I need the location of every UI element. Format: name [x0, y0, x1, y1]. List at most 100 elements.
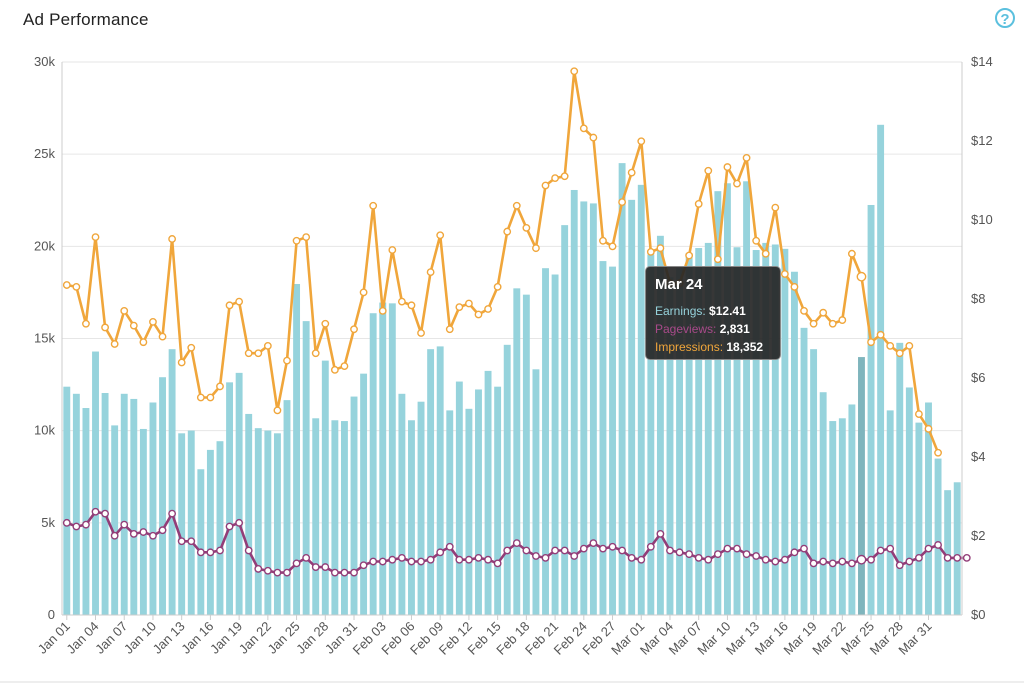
pageviews-line-point[interactable] — [905, 557, 914, 566]
pageviews-line-point[interactable] — [292, 559, 301, 568]
pageviews-line-point[interactable] — [273, 568, 282, 577]
earnings-bar[interactable] — [628, 199, 636, 616]
earnings-bar[interactable] — [455, 381, 463, 615]
pageviews-line-point[interactable] — [283, 568, 291, 577]
earnings-bar[interactable] — [714, 191, 722, 616]
pageviews-line-point[interactable] — [168, 509, 177, 518]
impressions-line-point[interactable] — [263, 341, 272, 350]
pageviews-line-point[interactable] — [962, 553, 971, 562]
earnings-bar[interactable] — [867, 204, 875, 616]
pageviews-line-point[interactable] — [158, 526, 167, 535]
pageviews-line-point[interactable] — [378, 557, 387, 566]
pageviews-line-point[interactable] — [742, 550, 751, 559]
earnings-bar[interactable] — [465, 408, 473, 615]
impressions-line-point[interactable] — [733, 179, 741, 188]
help-icon[interactable]: ? — [995, 8, 1015, 28]
earnings-bar[interactable] — [436, 346, 444, 615]
impressions-line-point[interactable] — [311, 349, 320, 358]
pageviews-line-point[interactable] — [445, 542, 454, 551]
pageviews-line-point[interactable] — [177, 537, 186, 546]
impressions-line-point[interactable] — [847, 249, 856, 258]
pageviews-line-point[interactable] — [637, 555, 646, 564]
pageviews-line-point[interactable] — [809, 559, 818, 568]
pageviews-line-point[interactable] — [235, 518, 244, 527]
earnings-bar[interactable] — [446, 410, 454, 615]
impressions-line-point[interactable] — [455, 303, 464, 312]
earnings-bar[interactable] — [656, 235, 664, 616]
impressions-line-point[interactable] — [187, 343, 196, 352]
earnings-bar[interactable] — [791, 271, 798, 615]
earnings-bar[interactable] — [369, 313, 377, 615]
pageviews-line-point[interactable] — [589, 539, 598, 548]
earnings-bar[interactable] — [92, 351, 99, 615]
earnings-bar[interactable] — [685, 253, 693, 615]
earnings-bar[interactable] — [235, 372, 243, 615]
impressions-line-point[interactable] — [819, 308, 828, 317]
pageviews-line-point[interactable] — [541, 553, 550, 562]
earnings-bar[interactable] — [905, 387, 913, 615]
impressions-line-point[interactable] — [905, 341, 914, 350]
impressions-line-point[interactable] — [465, 299, 473, 308]
impressions-line-point[interactable] — [158, 332, 167, 341]
pageviews-line-point[interactable] — [953, 553, 962, 562]
impressions-line-point[interactable] — [216, 382, 224, 391]
pageviews-line-point[interactable] — [551, 546, 559, 555]
earnings-bar[interactable] — [139, 428, 147, 615]
earnings-bar[interactable] — [704, 242, 712, 615]
earnings-bar[interactable] — [398, 393, 406, 615]
earnings-bar[interactable] — [331, 420, 339, 615]
pageviews-line-point[interactable] — [895, 561, 904, 570]
impressions-line-point[interactable] — [618, 198, 627, 206]
pageviews-line-point[interactable] — [417, 557, 425, 566]
impressions-line-point[interactable] — [579, 124, 588, 133]
pageviews-line-point[interactable] — [752, 552, 761, 560]
pageviews-line-point[interactable] — [196, 548, 205, 557]
earnings-bar[interactable] — [178, 433, 186, 615]
earnings-bar[interactable] — [513, 288, 521, 615]
impressions-line-point[interactable] — [704, 166, 713, 175]
impressions-line-point[interactable] — [177, 358, 186, 367]
earnings-bar[interactable] — [915, 422, 923, 615]
pageviews-line-point[interactable] — [359, 561, 368, 570]
earnings-bar[interactable] — [503, 344, 511, 615]
earnings-bar[interactable] — [484, 370, 492, 615]
pageviews-line-point[interactable] — [254, 565, 263, 573]
impressions-line-point[interactable] — [656, 244, 665, 253]
earnings-bar[interactable] — [475, 389, 482, 615]
earnings-bar[interactable] — [858, 357, 865, 615]
impressions-line-point[interactable] — [254, 349, 263, 358]
impressions-line-point[interactable] — [101, 323, 109, 332]
impressions-line-point[interactable] — [675, 279, 684, 288]
impressions-line-point[interactable] — [570, 67, 579, 76]
pageviews-line-point[interactable] — [225, 522, 234, 531]
pageviews-line-point[interactable] — [771, 557, 780, 566]
impressions-line-point[interactable] — [72, 282, 81, 291]
pageviews-line-point[interactable] — [311, 563, 320, 571]
earnings-bar[interactable] — [695, 248, 703, 616]
earnings-bar[interactable] — [532, 369, 540, 615]
impressions-line-point[interactable] — [886, 341, 895, 350]
earnings-bar[interactable] — [264, 430, 272, 615]
impressions-line-point[interactable] — [378, 306, 387, 315]
earnings-bar[interactable] — [561, 225, 569, 615]
pageviews-line-point[interactable] — [244, 546, 253, 555]
pageviews-line-point[interactable] — [666, 546, 674, 555]
earnings-bar[interactable] — [388, 303, 396, 615]
earnings-bar[interactable] — [312, 418, 320, 615]
pageviews-line-point[interactable] — [110, 531, 119, 540]
pageviews-line-point[interactable] — [856, 554, 867, 565]
impressions-line-point[interactable] — [244, 349, 253, 358]
impressions-line-point[interactable] — [397, 297, 406, 306]
impressions-line-point[interactable] — [330, 365, 339, 374]
earnings-bar[interactable] — [723, 183, 731, 615]
impressions-line-point[interactable] — [206, 393, 215, 402]
pageviews-line-point[interactable] — [436, 548, 445, 557]
earnings-bar[interactable] — [800, 327, 808, 615]
impressions-line-point[interactable] — [915, 410, 923, 418]
pageviews-line-point[interactable] — [599, 544, 607, 553]
earnings-bar[interactable] — [293, 283, 301, 615]
pageviews-line-point[interactable] — [847, 559, 856, 568]
earnings-bar[interactable] — [168, 349, 176, 615]
earnings-bar[interactable] — [542, 268, 549, 615]
earnings-bars[interactable] — [63, 124, 961, 616]
